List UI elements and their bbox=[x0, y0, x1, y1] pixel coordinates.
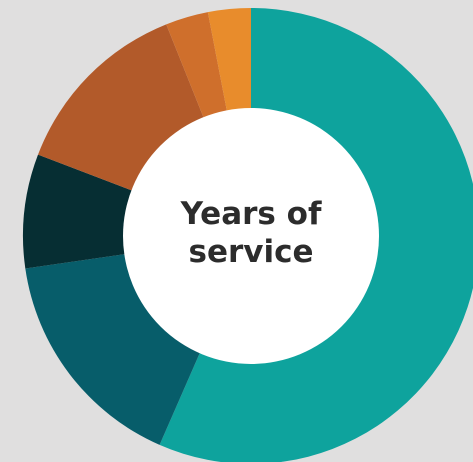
title-line-1: Years of bbox=[180, 196, 322, 232]
donut-hole bbox=[123, 108, 379, 364]
title-line-2: service bbox=[188, 234, 314, 270]
chart-center-title: Years of service bbox=[151, 195, 351, 271]
